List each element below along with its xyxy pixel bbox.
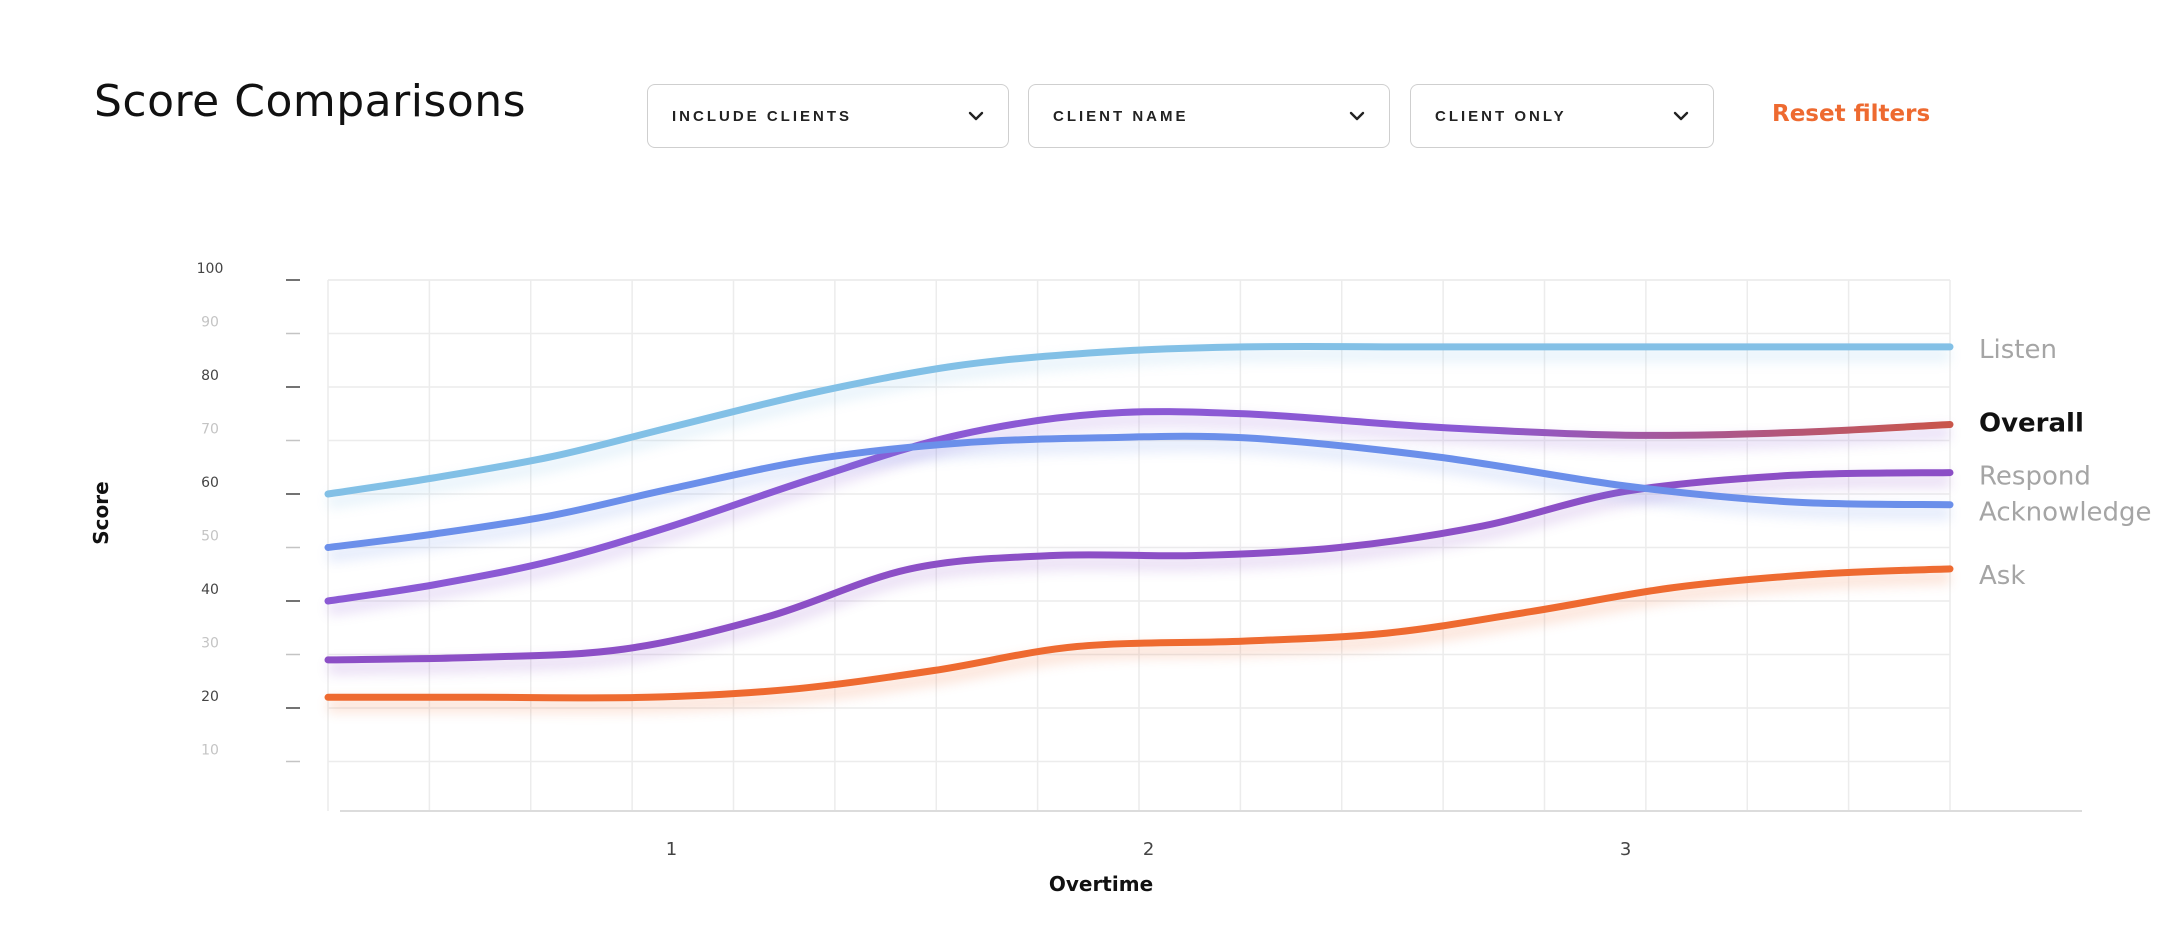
y-axis: 100 90 80 70 60 50 40 30 20 10 — [197, 261, 300, 763]
client-name-dropdown[interactable]: CLIENT NAME — [1028, 84, 1390, 148]
series-line-overall[interactable] — [324, 408, 1954, 605]
y-tick-label: 90 — [201, 315, 219, 331]
series-glow-overall — [326, 412, 1951, 616]
series-line-listen[interactable] — [324, 343, 1954, 498]
series-glow-listen — [326, 347, 1950, 509]
y-tick-label: 50 — [201, 529, 219, 545]
y-axis-title: Score — [89, 481, 113, 544]
series-glow-acknowledge — [327, 437, 1951, 563]
page-title: Score Comparisons — [94, 76, 527, 127]
legend: Listen Overall Respond Acknowledge Ask — [1979, 335, 2152, 591]
y-tick-label: 10 — [201, 743, 219, 759]
legend-label-ask[interactable]: Ask — [1979, 561, 2025, 591]
y-tick-label: 30 — [201, 636, 219, 652]
x-tick-label: 1 — [666, 839, 677, 860]
y-tick-label: 80 — [201, 368, 219, 384]
x-axis: 1 2 3 — [666, 839, 1632, 860]
series-line-acknowledge[interactable] — [324, 432, 1954, 551]
x-axis-title: Overtime — [1049, 872, 1153, 896]
legend-label-respond[interactable]: Respond — [1979, 462, 2091, 492]
y-tick-label: 40 — [201, 582, 219, 598]
client-only-dropdown[interactable]: CLIENT ONLY — [1410, 84, 1714, 148]
series-glow-ask — [327, 569, 1951, 713]
chevron-down-icon — [968, 111, 984, 121]
x-tick-label: 3 — [1620, 839, 1631, 860]
y-tick-label: 70 — [201, 422, 219, 438]
client-only-label: CLIENT ONLY — [1435, 107, 1567, 125]
y-tick-label: 60 — [201, 475, 219, 491]
legend-label-listen[interactable]: Listen — [1979, 335, 2057, 365]
chevron-down-icon — [1673, 111, 1689, 121]
reset-filters-link[interactable]: Reset filters — [1772, 101, 1931, 127]
y-tick-label: 20 — [201, 689, 219, 705]
legend-label-overall[interactable]: Overall — [1979, 408, 2084, 438]
y-tick-label: 100 — [197, 261, 224, 277]
series-lines — [324, 343, 1954, 713]
chevron-down-icon — [1349, 111, 1365, 121]
include-clients-label: INCLUDE CLIENTS — [672, 107, 852, 125]
client-name-label: CLIENT NAME — [1053, 107, 1189, 125]
x-tick-label: 2 — [1143, 839, 1154, 860]
legend-label-acknowledge[interactable]: Acknowledge — [1979, 498, 2152, 528]
include-clients-dropdown[interactable]: INCLUDE CLIENTS — [647, 84, 1009, 148]
series-line-ask[interactable] — [324, 565, 1954, 702]
